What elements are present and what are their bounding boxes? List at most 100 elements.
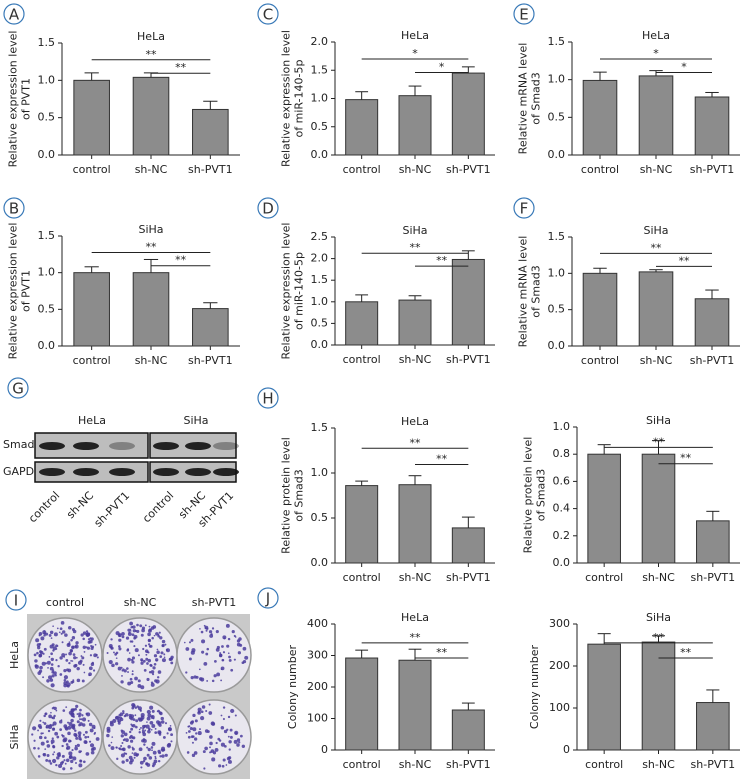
colony [188, 730, 191, 733]
colony [238, 637, 242, 641]
colony [150, 746, 154, 749]
y-axis-label: of Smad3 [535, 469, 548, 522]
protein-label: GAPDH [3, 465, 42, 478]
colony [161, 639, 166, 644]
colony [115, 631, 120, 636]
bar [345, 485, 379, 564]
colony [62, 630, 66, 634]
colony [186, 751, 190, 754]
chart-title: SiHa [402, 224, 427, 237]
colony [52, 669, 55, 672]
colony [209, 746, 211, 749]
bar [132, 272, 170, 347]
panel-circle [5, 589, 27, 611]
y-axis-label: Relative mRNA level [517, 236, 530, 348]
colony [155, 632, 159, 636]
y-tick-label: 0.5 [38, 111, 56, 124]
colony [241, 661, 245, 665]
colony [40, 636, 45, 641]
colony [111, 663, 115, 668]
colony [60, 621, 65, 625]
colony [221, 764, 225, 768]
bar [696, 520, 730, 564]
colony [161, 643, 165, 648]
colony [222, 651, 226, 654]
colony [88, 666, 93, 671]
colony [195, 675, 199, 679]
colony [54, 731, 59, 736]
colony [68, 641, 71, 643]
colony [201, 650, 205, 654]
colony [147, 747, 151, 752]
blot-band [213, 442, 239, 450]
colony [77, 660, 82, 665]
bar [345, 657, 379, 751]
colony [56, 756, 60, 760]
colony [208, 711, 213, 715]
colony [230, 668, 234, 672]
colony [236, 738, 241, 742]
colony [200, 716, 205, 721]
colony [136, 753, 140, 756]
colony [128, 730, 132, 734]
bar [582, 79, 618, 156]
x-tick-label: sh-NC [642, 758, 675, 771]
panel-circle [513, 3, 535, 25]
colony [87, 719, 90, 722]
colony [142, 760, 146, 763]
colony [157, 723, 160, 726]
colony [236, 743, 240, 747]
colony [34, 659, 38, 663]
colony [69, 649, 73, 653]
colony [63, 656, 65, 658]
colony [121, 747, 125, 751]
x-tick-label: sh-NC [135, 163, 168, 176]
y-tick-label: 300 [307, 649, 328, 662]
colony [160, 720, 165, 724]
colony [127, 657, 131, 662]
colony [120, 745, 123, 748]
bar [398, 95, 432, 156]
colony [77, 731, 82, 736]
bar [694, 298, 730, 347]
colony [67, 668, 72, 673]
y-tick-label: 200 [549, 659, 570, 672]
colony [33, 739, 36, 742]
colony [73, 656, 77, 660]
colony [146, 753, 150, 757]
colony [163, 653, 166, 656]
colony [200, 630, 204, 634]
colony [187, 735, 191, 739]
row-label: HeLa [8, 641, 21, 669]
colony [47, 666, 49, 669]
colony [61, 754, 65, 758]
chart-title: HeLa [642, 29, 670, 42]
significance-label: ** [653, 631, 665, 644]
colony [209, 735, 213, 739]
colony [142, 659, 146, 663]
colony [38, 654, 42, 658]
colony [208, 630, 213, 634]
column-label: sh-NC [124, 596, 157, 609]
colony [160, 651, 164, 655]
colony [185, 671, 188, 674]
chart-title: SiHa [643, 224, 668, 237]
y-tick-label: 2.0 [311, 252, 329, 265]
error-bar [355, 649, 369, 659]
colony [153, 759, 158, 764]
colony [67, 625, 72, 630]
colony [55, 709, 58, 712]
colony [43, 722, 47, 725]
blot-band [153, 442, 179, 450]
panel-label: B [9, 200, 19, 218]
colony [185, 647, 190, 651]
colony [153, 654, 158, 658]
colony [154, 757, 157, 760]
colony [128, 713, 132, 718]
panel-label: C [263, 6, 273, 24]
colony [125, 758, 129, 762]
colony [70, 718, 74, 723]
colony [137, 679, 141, 683]
colony [208, 703, 211, 706]
colony [163, 656, 166, 659]
